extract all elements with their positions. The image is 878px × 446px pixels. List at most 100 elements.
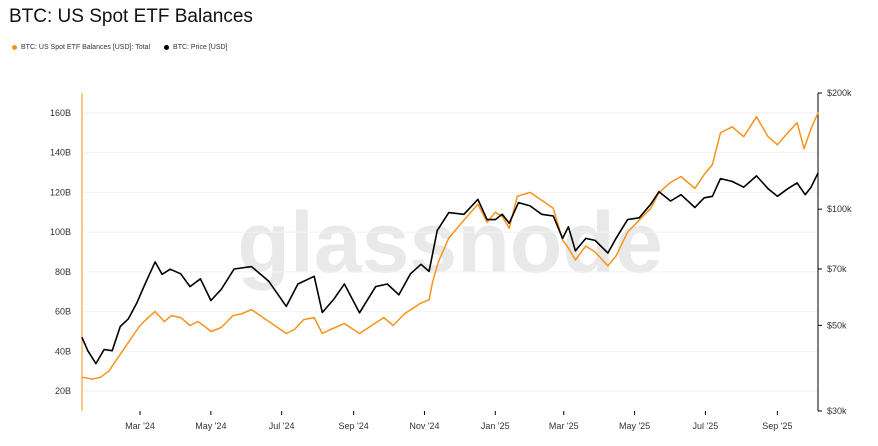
btc-price-point bbox=[144, 284, 146, 286]
etf-balance-point bbox=[285, 332, 287, 335]
etf-balance-point bbox=[437, 261, 439, 263]
etf-balance-point bbox=[787, 132, 789, 134]
btc-price-point bbox=[574, 250, 577, 252]
etf-balance-point bbox=[719, 132, 722, 134]
etf-balance-point bbox=[154, 311, 156, 313]
etf-balance-point bbox=[241, 313, 243, 315]
right-y-tick-label: $200k bbox=[827, 88, 852, 98]
x-tick-label: Mar '24 bbox=[125, 421, 155, 431]
left-y-tick-label: 80B bbox=[55, 267, 71, 277]
btc-price-point bbox=[517, 202, 520, 204]
etf-balance-point bbox=[743, 136, 745, 138]
btc-price-point bbox=[731, 180, 733, 182]
legend: BTC: US Spot ETF Balances [USD]: Total B… bbox=[12, 44, 227, 51]
etf-balance-point bbox=[313, 317, 315, 319]
btc-price-point bbox=[585, 237, 587, 239]
btc-price-point bbox=[250, 266, 253, 268]
left-y-tick-label: 120B bbox=[50, 187, 71, 197]
etf-balance-point bbox=[463, 219, 465, 221]
series-etf-balances bbox=[81, 112, 819, 380]
btc-price-point bbox=[658, 191, 660, 193]
btc-price-point bbox=[638, 217, 640, 219]
etf-balance-point bbox=[197, 321, 199, 323]
etf-balance-point bbox=[817, 112, 819, 114]
btc-price-point bbox=[552, 215, 554, 217]
btc-price-point bbox=[127, 318, 129, 320]
btc-price-point bbox=[321, 311, 323, 314]
etf-balance-point bbox=[358, 332, 361, 335]
etf-balance-point bbox=[419, 303, 421, 305]
btc-price-point bbox=[119, 325, 121, 327]
etf-balance-point bbox=[189, 324, 191, 327]
btc-price-point bbox=[817, 172, 819, 174]
etf-balance-point bbox=[293, 328, 295, 331]
btc-price-point bbox=[719, 178, 722, 180]
btc-price-point bbox=[670, 200, 672, 202]
etf-balance-point bbox=[81, 376, 83, 378]
etf-balance-point bbox=[552, 207, 554, 209]
left-y-tick-label: 60B bbox=[55, 307, 71, 317]
right-y-tick-label: $70k bbox=[827, 264, 847, 274]
etf-balance-point bbox=[210, 330, 212, 333]
etf-balance-point bbox=[170, 315, 172, 317]
btc-price-point bbox=[210, 299, 212, 302]
btc-price-point bbox=[428, 270, 430, 272]
left-y-axis: 20B 40B 60B 80B 100B 120B 140B 160B bbox=[50, 93, 83, 411]
chart-title: BTC: US Spot ETF Balances bbox=[9, 6, 253, 27]
btc-price-point bbox=[189, 286, 191, 288]
etf-balance-point bbox=[108, 370, 110, 372]
legend-swatch-btc-price bbox=[164, 45, 170, 50]
btc-price-point bbox=[463, 213, 465, 215]
etf-balance-point bbox=[392, 324, 394, 327]
series-layer bbox=[81, 112, 819, 380]
etf-balance-point bbox=[91, 378, 93, 380]
btc-price-point bbox=[767, 188, 769, 190]
x-tick-label: Mar '25 bbox=[549, 421, 579, 431]
etf-balance-point bbox=[767, 136, 769, 138]
legend-item-btc-price[interactable]: BTC: Price [USD] bbox=[164, 44, 227, 51]
btc-price-point bbox=[650, 203, 652, 205]
etf-balance-point bbox=[494, 211, 496, 213]
etf-balance-point bbox=[477, 203, 479, 205]
x-tick-label: Sep '25 bbox=[762, 421, 792, 431]
etf-balance-point bbox=[448, 237, 450, 239]
etf-balance-point bbox=[486, 221, 488, 223]
gridlines bbox=[82, 112, 818, 392]
legend-item-etf-balances[interactable]: BTC: US Spot ETF Balances [USD]: Total bbox=[12, 44, 150, 51]
etf-balance-point bbox=[274, 324, 276, 327]
etf-balance-point bbox=[585, 245, 587, 247]
etf-balance-point bbox=[132, 334, 134, 337]
right-y-tick-label: $50k bbox=[827, 320, 847, 330]
btc-price-point bbox=[494, 219, 496, 221]
left-y-tick-label: 100B bbox=[50, 227, 71, 237]
etf-balance-point bbox=[180, 317, 182, 319]
etf-balance-point bbox=[329, 328, 331, 331]
etf-balance-point bbox=[796, 122, 798, 124]
btc-price-point bbox=[448, 212, 450, 214]
etf-balance-point bbox=[250, 309, 253, 311]
right-y-tick-label: $30k bbox=[827, 406, 847, 416]
x-tick-label: Sep '24 bbox=[339, 421, 369, 431]
etf-balance-point bbox=[541, 199, 543, 201]
btc-price-point bbox=[199, 278, 201, 280]
btc-price-point bbox=[627, 219, 629, 221]
btc-price-point bbox=[615, 237, 617, 239]
etf-balance-point bbox=[220, 326, 222, 329]
btc-price-point bbox=[268, 280, 270, 282]
etf-balance-point bbox=[755, 116, 758, 118]
btc-price-point bbox=[87, 350, 89, 352]
btc-price-point bbox=[398, 294, 400, 296]
x-tick-label: Jul '25 bbox=[693, 421, 719, 431]
btc-price-point bbox=[703, 197, 705, 199]
etf-balance-point bbox=[404, 313, 406, 315]
btc-price-point bbox=[333, 298, 335, 300]
legend-label-btc-price: BTC: Price [USD] bbox=[173, 44, 228, 51]
btc-price-point bbox=[562, 237, 564, 239]
btc-price-point bbox=[154, 261, 156, 263]
etf-balance-point bbox=[567, 247, 570, 249]
etf-balance-point bbox=[803, 148, 805, 150]
etf-balance-point bbox=[368, 326, 370, 329]
etf-balance-point bbox=[124, 346, 126, 348]
etf-balance-point bbox=[343, 323, 345, 325]
